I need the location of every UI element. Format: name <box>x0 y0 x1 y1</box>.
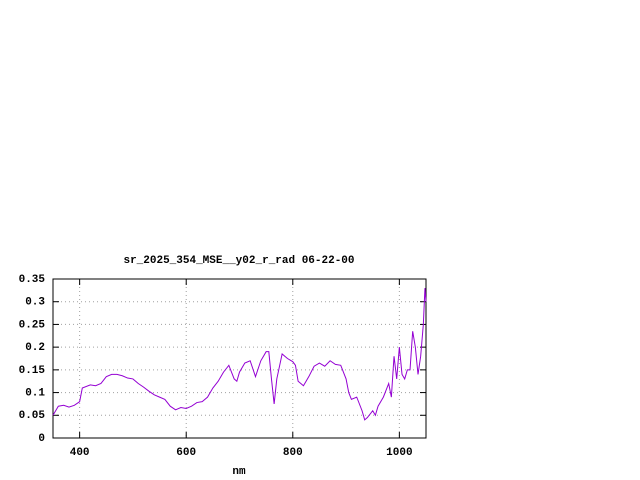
y-tick-label: 0.2 <box>25 342 45 354</box>
chart-title: sr_2025_354_MSE__y02_r_rad 06-22-00 <box>123 255 354 267</box>
data-line <box>52 288 427 421</box>
y-tick-label: 0 <box>38 433 45 445</box>
x-tick-label: 1000 <box>386 447 412 459</box>
plot-frame <box>52 278 427 439</box>
x-tick-label: 400 <box>70 447 90 459</box>
x-tick-label: 800 <box>283 447 303 459</box>
y-tick-label: 0.25 <box>19 319 46 331</box>
y-tick-label: 0.05 <box>19 410 46 422</box>
y-tick-label: 0.1 <box>25 387 45 399</box>
x-tick-label: 600 <box>176 447 196 459</box>
y-tick-label: 0.15 <box>19 365 46 377</box>
x-axis-label: nm <box>232 466 246 478</box>
y-tick-label: 0.3 <box>25 297 45 309</box>
y-tick-label: 0.35 <box>19 274 46 286</box>
